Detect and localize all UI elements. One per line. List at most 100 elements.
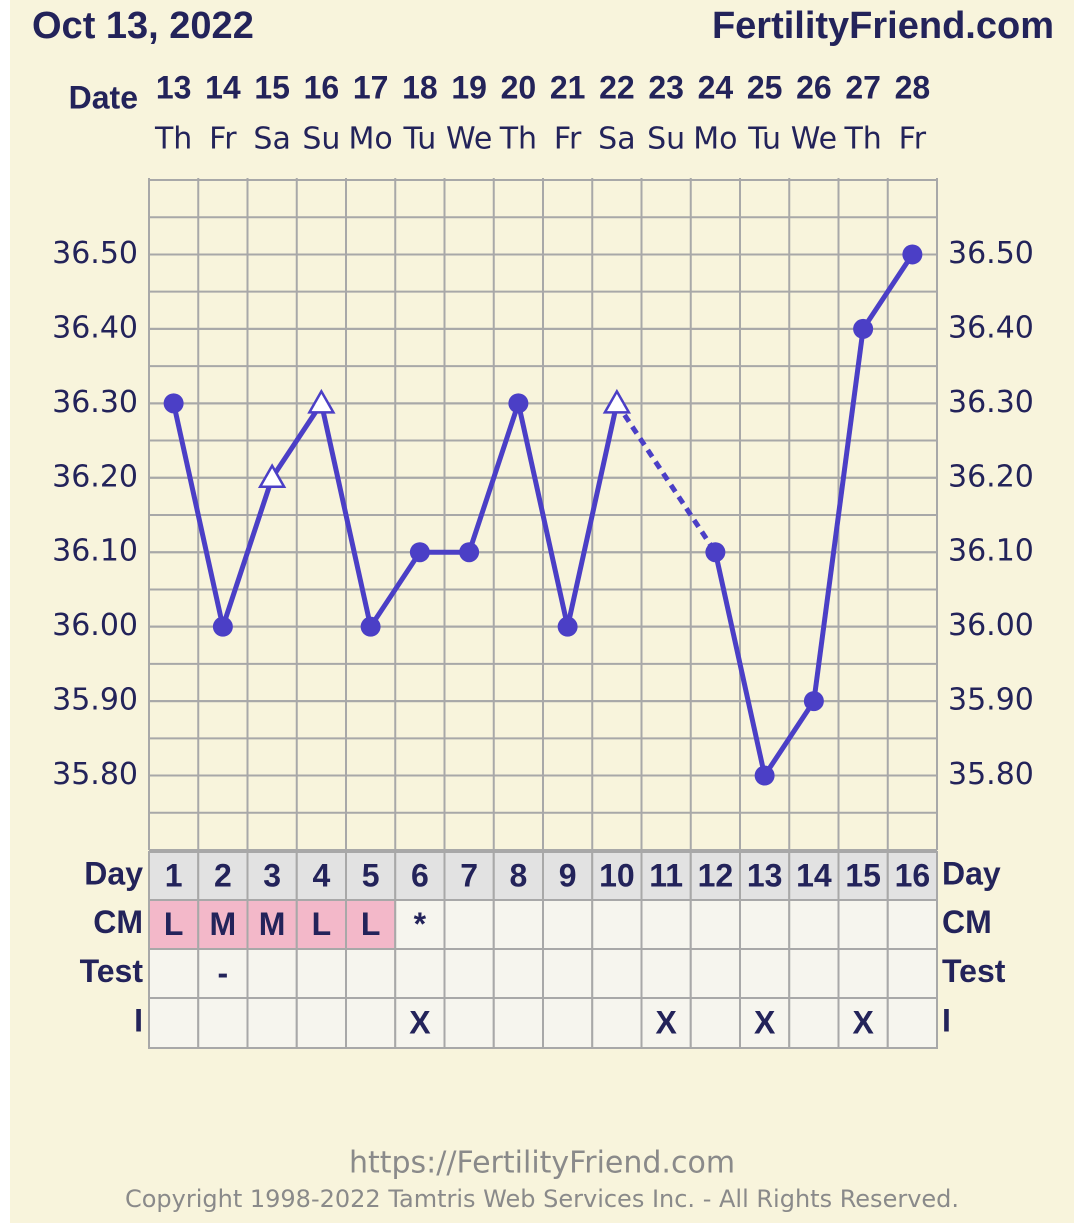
table-cell (148, 948, 200, 999)
table-cell (886, 948, 938, 999)
table-cell (689, 899, 741, 950)
table-cell-text: L (361, 906, 381, 942)
table-cell (492, 899, 544, 950)
date-label: 22 (599, 69, 635, 105)
table-cell (345, 948, 397, 999)
footer-url: https://FertilityFriend.com (349, 1146, 735, 1181)
chart-date: Oct 13, 2022 (32, 5, 254, 47)
table-cell (197, 997, 249, 1049)
weekday-label: Th (843, 122, 881, 157)
table-cell (542, 948, 594, 999)
point-marker (163, 393, 184, 414)
table-cell (886, 851, 938, 901)
table-cell (837, 997, 889, 1049)
weekday-label: Su (302, 122, 340, 157)
date-label: 27 (845, 69, 881, 105)
row-label-right: I (942, 1002, 951, 1038)
point-marker (360, 616, 381, 637)
weekday-label: Sa (253, 122, 290, 157)
point-marker (212, 616, 233, 637)
table-cell-text: 7 (460, 857, 478, 893)
table-cell-text: 10 (599, 857, 635, 893)
point-marker (754, 765, 775, 786)
y-tick-label-right: 36.50 (948, 236, 1034, 271)
table-cell (739, 851, 791, 901)
table-cell (739, 997, 791, 1049)
point-marker (459, 542, 480, 563)
table-cell (197, 899, 249, 950)
table-cell-text: X (655, 1004, 677, 1040)
table-cell-text: M (210, 906, 237, 942)
y-tick-label: 35.90 (52, 683, 138, 718)
date-label: 15 (254, 69, 290, 105)
table-cell-text: 2 (214, 857, 232, 893)
table-cell (542, 899, 594, 950)
table-cell (837, 948, 889, 999)
table-cell (492, 948, 544, 999)
table-cell (295, 851, 347, 901)
table-cell-text: - (218, 955, 229, 991)
point-marker (803, 691, 824, 712)
row-label-right: Test (942, 953, 1006, 989)
point-marker (705, 542, 726, 563)
table-cell (295, 997, 347, 1049)
table-cell-text: 11 (649, 857, 683, 893)
table-cell-text: M (259, 906, 286, 942)
table-cell-text: X (754, 1004, 776, 1040)
table-cell-text: X (409, 1004, 431, 1040)
table-cell-text: 16 (895, 857, 931, 893)
table-cell (443, 899, 495, 950)
table-cell (788, 948, 840, 999)
table-cell (246, 899, 298, 950)
table-cell (886, 899, 938, 950)
table-cell-text: L (164, 906, 184, 942)
table-cell (148, 899, 200, 950)
table-cell (886, 997, 938, 1049)
date-label: 16 (304, 69, 340, 105)
line-segment (220, 476, 275, 628)
table-cell (689, 948, 741, 999)
line-segment (712, 551, 768, 777)
table-cell (492, 997, 544, 1049)
table-cell-text: 5 (362, 857, 380, 893)
table-cell-text: 3 (263, 857, 281, 893)
table-cell (246, 851, 298, 901)
date-label: 13 (156, 69, 192, 105)
table-cell (542, 997, 594, 1049)
y-tick-label-right: 36.40 (948, 310, 1034, 345)
weekday-label: Th (499, 122, 537, 157)
table-cell (295, 948, 347, 999)
date-label: 26 (796, 69, 832, 105)
y-tick-label: 36.00 (52, 608, 138, 643)
table-cell-text: 9 (559, 857, 577, 893)
table-cell-text: * (414, 906, 427, 942)
weekday-label: Tu (747, 122, 781, 157)
row-label: Day (84, 855, 143, 891)
table-cell (345, 997, 397, 1049)
table-cell (591, 899, 643, 950)
line-segment (565, 402, 620, 628)
weekday-label: We (446, 122, 492, 157)
table-cell (739, 948, 791, 999)
weekday-label: Fr (554, 122, 582, 157)
date-label: 25 (747, 69, 783, 105)
triangle-marker (307, 388, 336, 414)
table-cell (689, 997, 741, 1049)
table-cell-text: 15 (845, 857, 881, 893)
y-tick-label: 35.80 (52, 757, 138, 792)
line-segment (171, 402, 226, 628)
y-tick-label-right: 36.00 (948, 608, 1034, 643)
line-segment (762, 699, 816, 777)
table-cell-text: X (852, 1004, 874, 1040)
date-label: 19 (451, 69, 487, 105)
weekday-label: Th (154, 122, 192, 157)
triangle-marker (602, 388, 632, 414)
date-label: 23 (648, 69, 684, 105)
table-cell (739, 899, 791, 950)
table-cell (788, 899, 840, 950)
gap-segment (614, 401, 718, 554)
site-name: FertilityFriend.com (712, 5, 1054, 47)
x-axis-label: Date (69, 79, 138, 115)
table-cell (443, 948, 495, 999)
y-tick-label: 36.30 (52, 385, 138, 420)
